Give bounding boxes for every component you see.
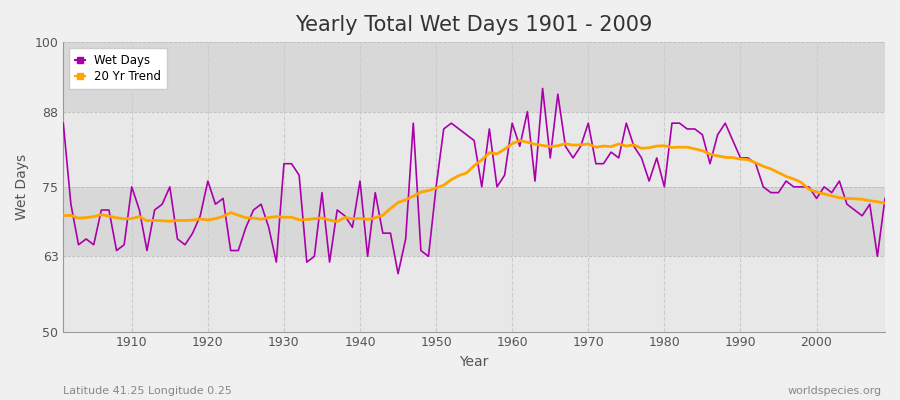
20 Yr Trend — [286, 215, 297, 220]
20 Yr Trend — [613, 142, 624, 146]
20 Yr Trend — [522, 140, 533, 145]
Wet Days — [879, 196, 890, 201]
Text: worldspecies.org: worldspecies.org — [788, 386, 882, 396]
Wet Days — [392, 271, 403, 276]
Line: 20 Yr Trend: 20 Yr Trend — [63, 140, 885, 222]
Y-axis label: Wet Days: Wet Days — [15, 154, 29, 220]
X-axis label: Year: Year — [460, 355, 489, 369]
Bar — [63, 256, 885, 332]
Wet Days — [119, 242, 130, 247]
Text: Latitude 41.25 Longitude 0.25: Latitude 41.25 Longitude 0.25 — [63, 386, 232, 396]
Wet Days — [58, 121, 68, 126]
20 Yr Trend — [332, 219, 343, 224]
Bar — [63, 187, 885, 256]
Wet Days — [537, 86, 548, 91]
Wet Days — [332, 208, 343, 212]
Title: Yearly Total Wet Days 1901 - 2009: Yearly Total Wet Days 1901 - 2009 — [295, 15, 652, 35]
Line: Wet Days: Wet Days — [63, 88, 885, 274]
Bar — [63, 42, 885, 112]
Wet Days — [507, 121, 517, 126]
Legend: Wet Days, 20 Yr Trend: Wet Days, 20 Yr Trend — [69, 48, 166, 89]
20 Yr Trend — [507, 141, 517, 146]
20 Yr Trend — [515, 138, 526, 143]
20 Yr Trend — [339, 215, 350, 220]
Wet Days — [286, 161, 297, 166]
20 Yr Trend — [119, 216, 130, 221]
Bar — [63, 112, 885, 187]
Wet Days — [613, 156, 624, 160]
Wet Days — [515, 144, 526, 149]
20 Yr Trend — [58, 213, 68, 218]
20 Yr Trend — [879, 201, 890, 206]
